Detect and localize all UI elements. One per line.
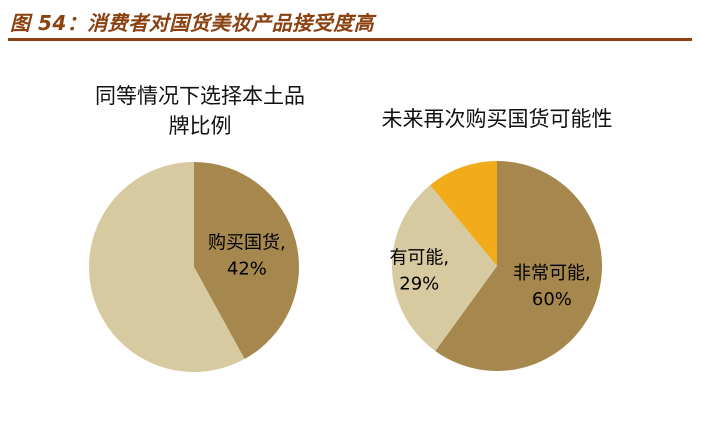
chart-title-line: 牌比例 (168, 114, 232, 138)
figure-title: 图 54：消费者对国货美妆产品接受度高 (10, 11, 375, 35)
header-rule (8, 38, 692, 41)
pie-data-label: 非常可能, 60% (513, 263, 591, 310)
pie-slice (430, 161, 497, 266)
pie-slice-有可能 (391, 185, 497, 351)
pie-data-label: 有可能, 29% (389, 247, 449, 294)
pie-slice (88, 162, 245, 372)
chart-title-repurchase: 未来再次购买国货可能性 (377, 104, 617, 134)
pie-data-label: 购买国货, 42% (208, 232, 286, 279)
pie-slice-购买国货 (194, 162, 299, 360)
chart-title-local-brand: 同等情况下选择本土品 牌比例 (78, 81, 322, 141)
chart-title-line: 未来再次购买国货可能性 (381, 107, 613, 131)
figure-header: 图 54：消费者对国货美妆产品接受度高 (10, 7, 374, 36)
pie-chart-local-brand: 购买国货, 42% (88, 162, 299, 372)
pie-chart-repurchase: 非常可能, 60% 有可能, 29% (389, 161, 602, 371)
chart-title-line: 同等情况下选择本土品 (95, 84, 305, 108)
pie-slice-非常可能 (435, 161, 602, 371)
